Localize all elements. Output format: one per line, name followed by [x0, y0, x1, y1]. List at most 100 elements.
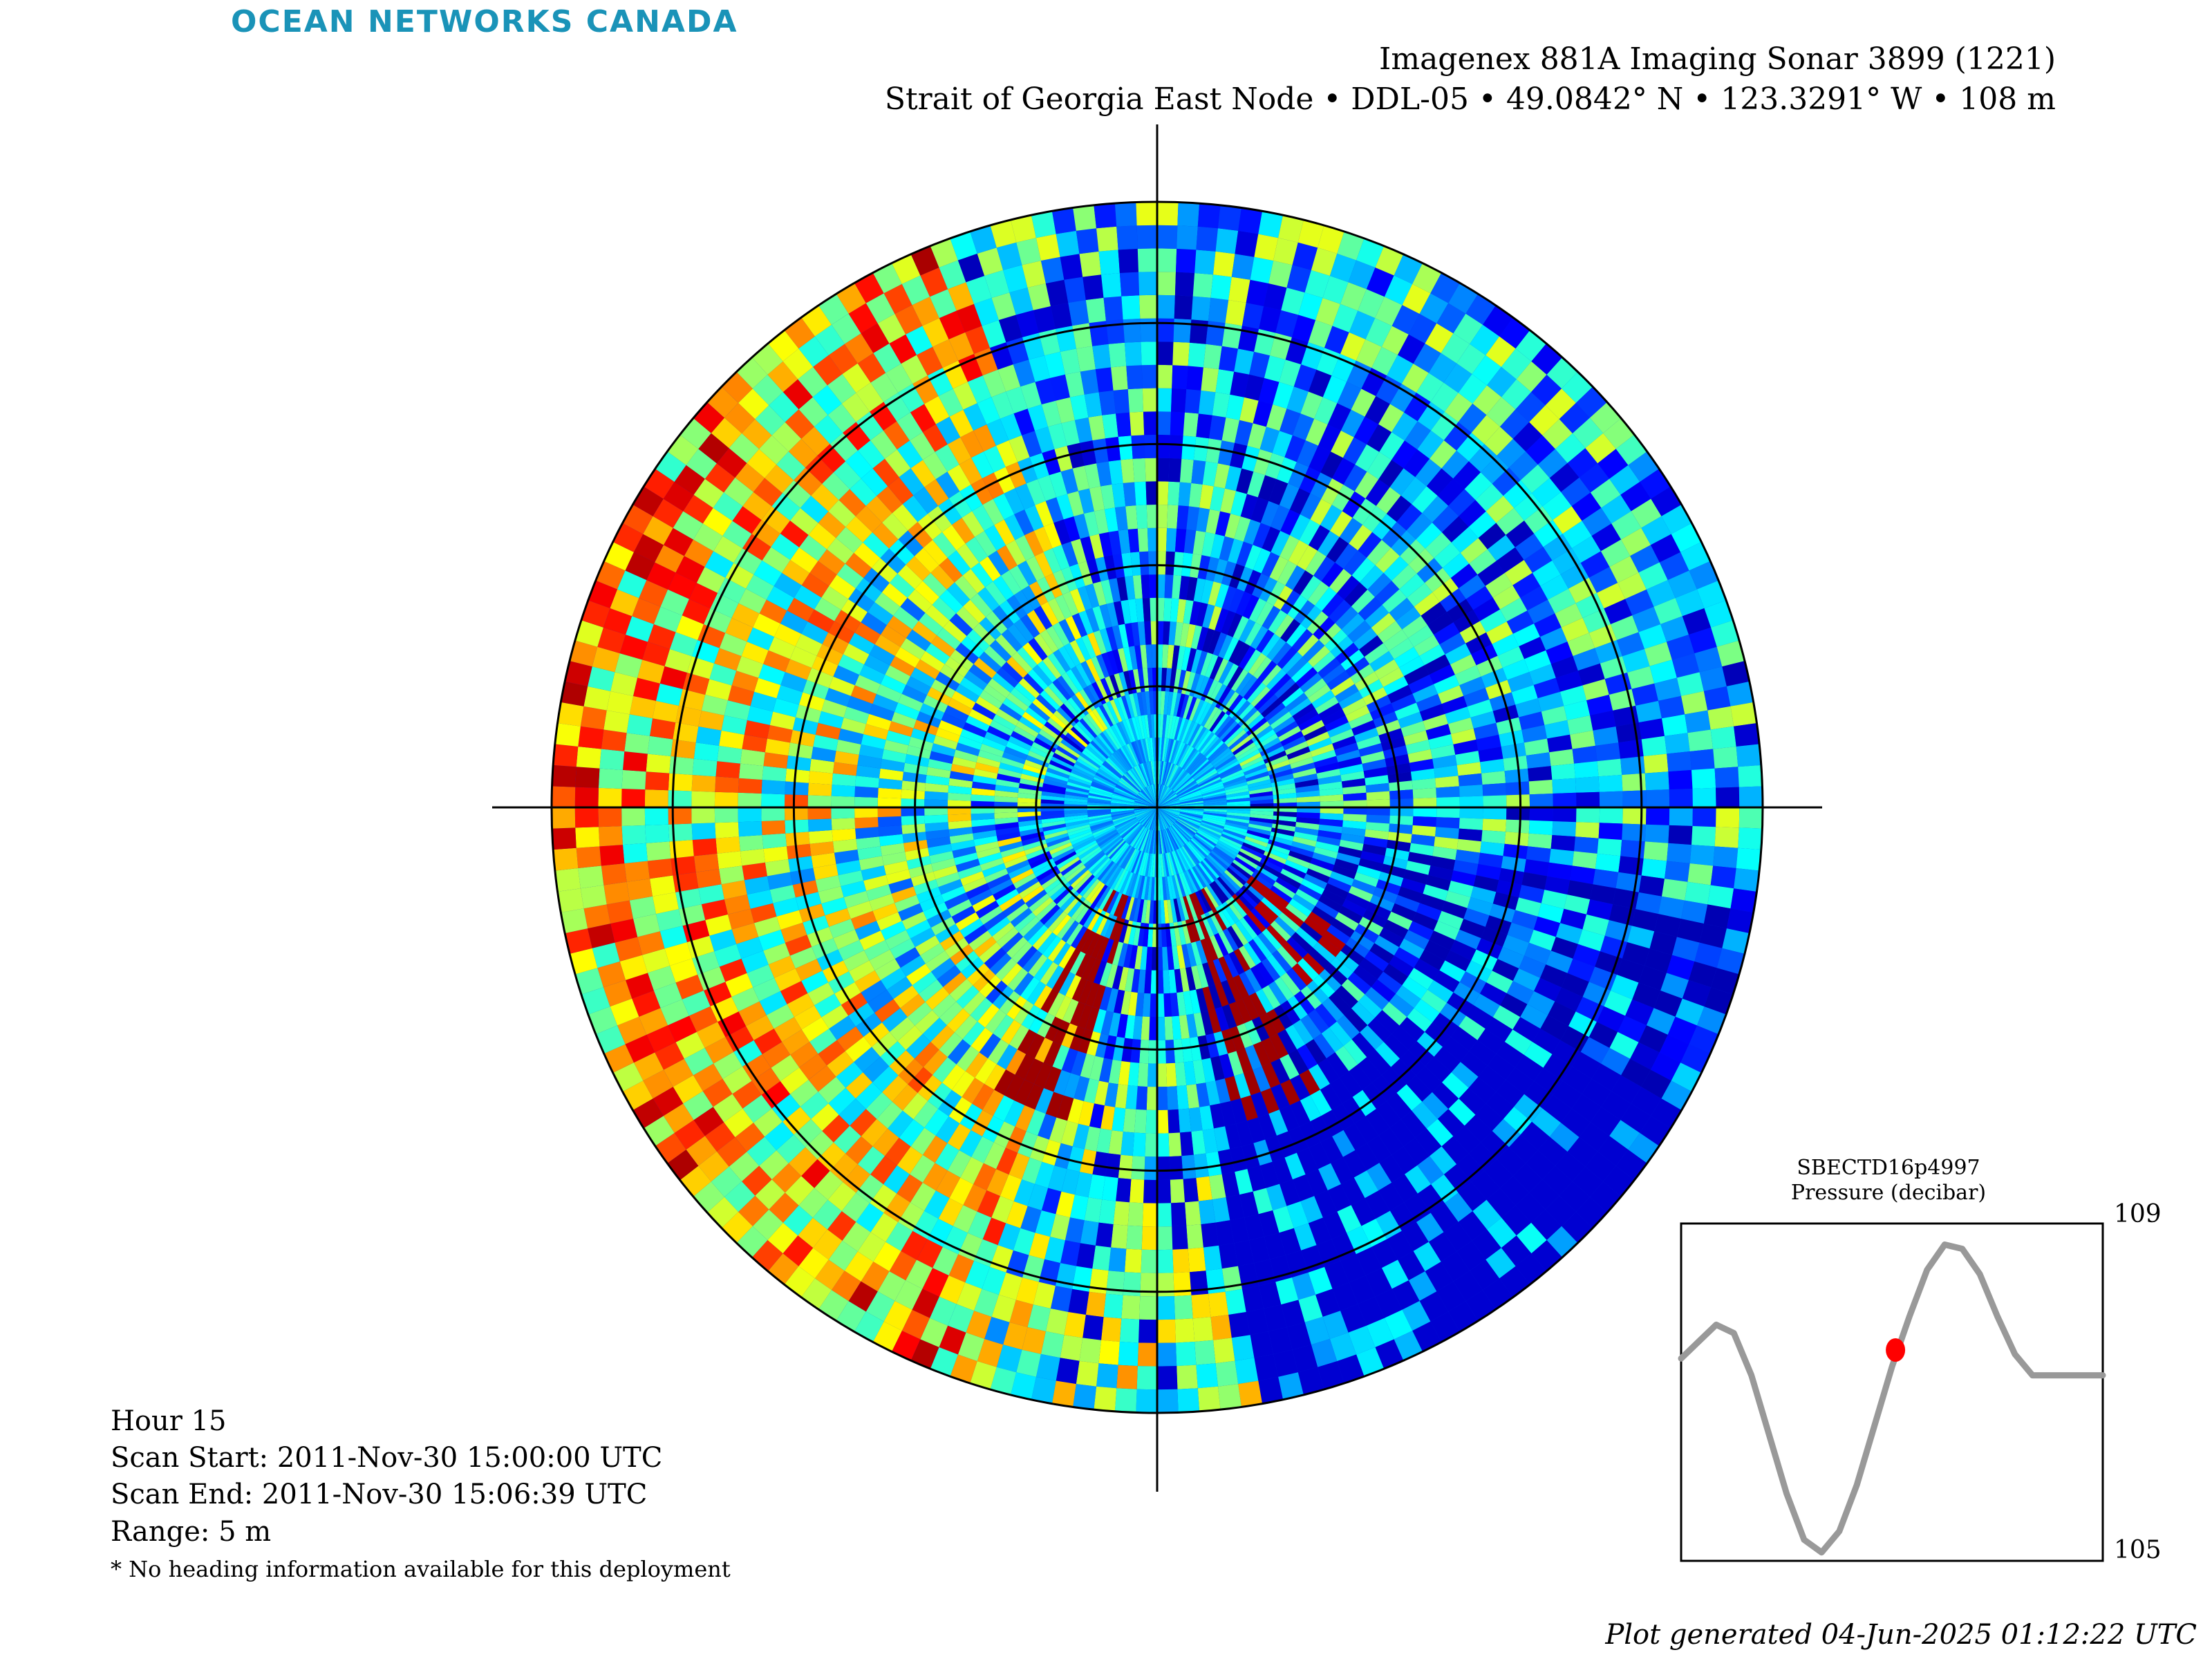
- sonar-cell: [1068, 1288, 1089, 1315]
- sonar-cell: [1157, 807, 1180, 814]
- sonar-cell: [1011, 1372, 1036, 1400]
- sonar-cell: [722, 1066, 752, 1094]
- sonar-cell: [1157, 1109, 1169, 1134]
- sonar-cell: [1098, 1199, 1116, 1225]
- sonar-cell: [1416, 693, 1442, 712]
- sonar-cell: [1470, 886, 1497, 904]
- sonar-cell: [1341, 613, 1365, 636]
- sonar-cell: [1284, 435, 1306, 462]
- sonar-cell: [1031, 1376, 1056, 1404]
- sonar-cell: [880, 843, 905, 856]
- sonar-cell: [1381, 326, 1409, 355]
- sonar-cell: [942, 360, 968, 389]
- sonar-cell: [854, 542, 881, 568]
- sonar-cell: [794, 1005, 822, 1030]
- sonar-cell: [961, 957, 984, 979]
- sonar-cell: [1444, 1192, 1473, 1222]
- sonar-cell: [1125, 825, 1143, 843]
- sonar-cell: [1006, 693, 1029, 712]
- sonar-cell: [1209, 656, 1224, 680]
- sonar-cell: [576, 747, 601, 769]
- sonar-cell: [1296, 796, 1320, 803]
- sonar-cell: [1186, 1013, 1198, 1038]
- sonar-cell: [1119, 778, 1139, 794]
- sonar-cell: [1171, 825, 1188, 845]
- sonar-cell: [990, 1367, 1017, 1395]
- sonar-cell: [1228, 951, 1245, 975]
- sonar-cell: [1459, 1087, 1486, 1115]
- sonar-cell: [1047, 992, 1066, 1017]
- sonar-cell: [910, 1182, 936, 1211]
- sonar-cell: [1157, 800, 1180, 807]
- sonar-cell: [1140, 644, 1147, 668]
- sonar-cell: [947, 1039, 971, 1065]
- sonar-cell: [1060, 739, 1082, 756]
- sonar-cell: [877, 807, 901, 818]
- sonar-cell: [1185, 870, 1199, 893]
- sonar-cell: [1004, 1100, 1025, 1127]
- sonar-cell: [1285, 1024, 1306, 1050]
- sonar-cell: [1280, 619, 1301, 643]
- sonar-cell: [1128, 769, 1144, 789]
- sonar-cell: [1299, 467, 1321, 494]
- sonar-cell: [1186, 366, 1203, 391]
- sonar-cell: [910, 460, 936, 487]
- sonar-cell: [659, 666, 687, 689]
- sonar-cell: [1064, 1312, 1086, 1338]
- sonar-cell: [1567, 880, 1593, 900]
- sonar-cell: [721, 715, 747, 735]
- sonar-cell: [1090, 740, 1109, 759]
- sonar-cell: [1301, 879, 1325, 895]
- sonar-cell: [1278, 1372, 1304, 1400]
- sonar-cell: [1157, 807, 1177, 821]
- sonar-cell: [1215, 715, 1232, 736]
- sonar-cell: [1040, 795, 1065, 801]
- sonar-cell: [1278, 872, 1302, 889]
- sonar-cell: [1332, 1130, 1356, 1157]
- sonar-cell: [1254, 904, 1275, 925]
- sonar-cell: [1224, 826, 1247, 836]
- sonar-cell: [1286, 855, 1311, 869]
- sonar-cell: [1463, 688, 1490, 707]
- sonar-cell: [1177, 848, 1190, 870]
- sonar-cell: [1172, 875, 1180, 899]
- sonar-cell: [930, 957, 955, 980]
- sonar-cell: [1618, 1015, 1647, 1042]
- sonar-cell: [595, 561, 626, 590]
- sonar-cell: [1115, 1084, 1128, 1109]
- sonar-cell: [1146, 807, 1157, 829]
- sonar-cell: [1299, 1069, 1320, 1096]
- sonar-cell: [1167, 765, 1179, 787]
- sonar-cell: [1145, 691, 1151, 715]
- sonar-cell: [1141, 1226, 1157, 1250]
- sonar-cell: [1447, 599, 1474, 623]
- sonar-cell: [1145, 481, 1157, 505]
- sonar-cell: [986, 725, 1011, 742]
- sonar-cell: [980, 743, 1004, 758]
- sonar-cell: [1577, 929, 1605, 952]
- sonar-cell: [1055, 594, 1072, 619]
- sonar-cell: [1178, 1108, 1192, 1133]
- sonar-cell: [1456, 433, 1485, 462]
- sonar-cell: [857, 846, 882, 861]
- sonar-cell: [1189, 601, 1201, 626]
- sonar-cell: [1150, 877, 1155, 901]
- sonar-cell: [1126, 365, 1143, 389]
- sonar-cell: [1375, 245, 1404, 276]
- sonar-cell: [1058, 946, 1076, 969]
- sonar-cell: [965, 1261, 990, 1289]
- sonar-cell: [1432, 754, 1457, 769]
- sonar-cell: [1004, 1074, 1024, 1100]
- sonar-cell: [1293, 774, 1318, 783]
- sonar-cell: [1157, 1156, 1170, 1181]
- sonar-cell: [1322, 664, 1346, 684]
- sonar-cell: [1134, 801, 1157, 807]
- sonar-cell: [1267, 706, 1289, 726]
- sonar-cell: [1176, 820, 1196, 835]
- sonar-cell: [1078, 1029, 1094, 1054]
- sonar-cell: [1157, 789, 1172, 807]
- sonar-cell: [843, 1164, 871, 1193]
- sonar-cell: [1383, 556, 1409, 581]
- sonar-cell: [1058, 646, 1076, 669]
- sonar-cell: [818, 511, 846, 538]
